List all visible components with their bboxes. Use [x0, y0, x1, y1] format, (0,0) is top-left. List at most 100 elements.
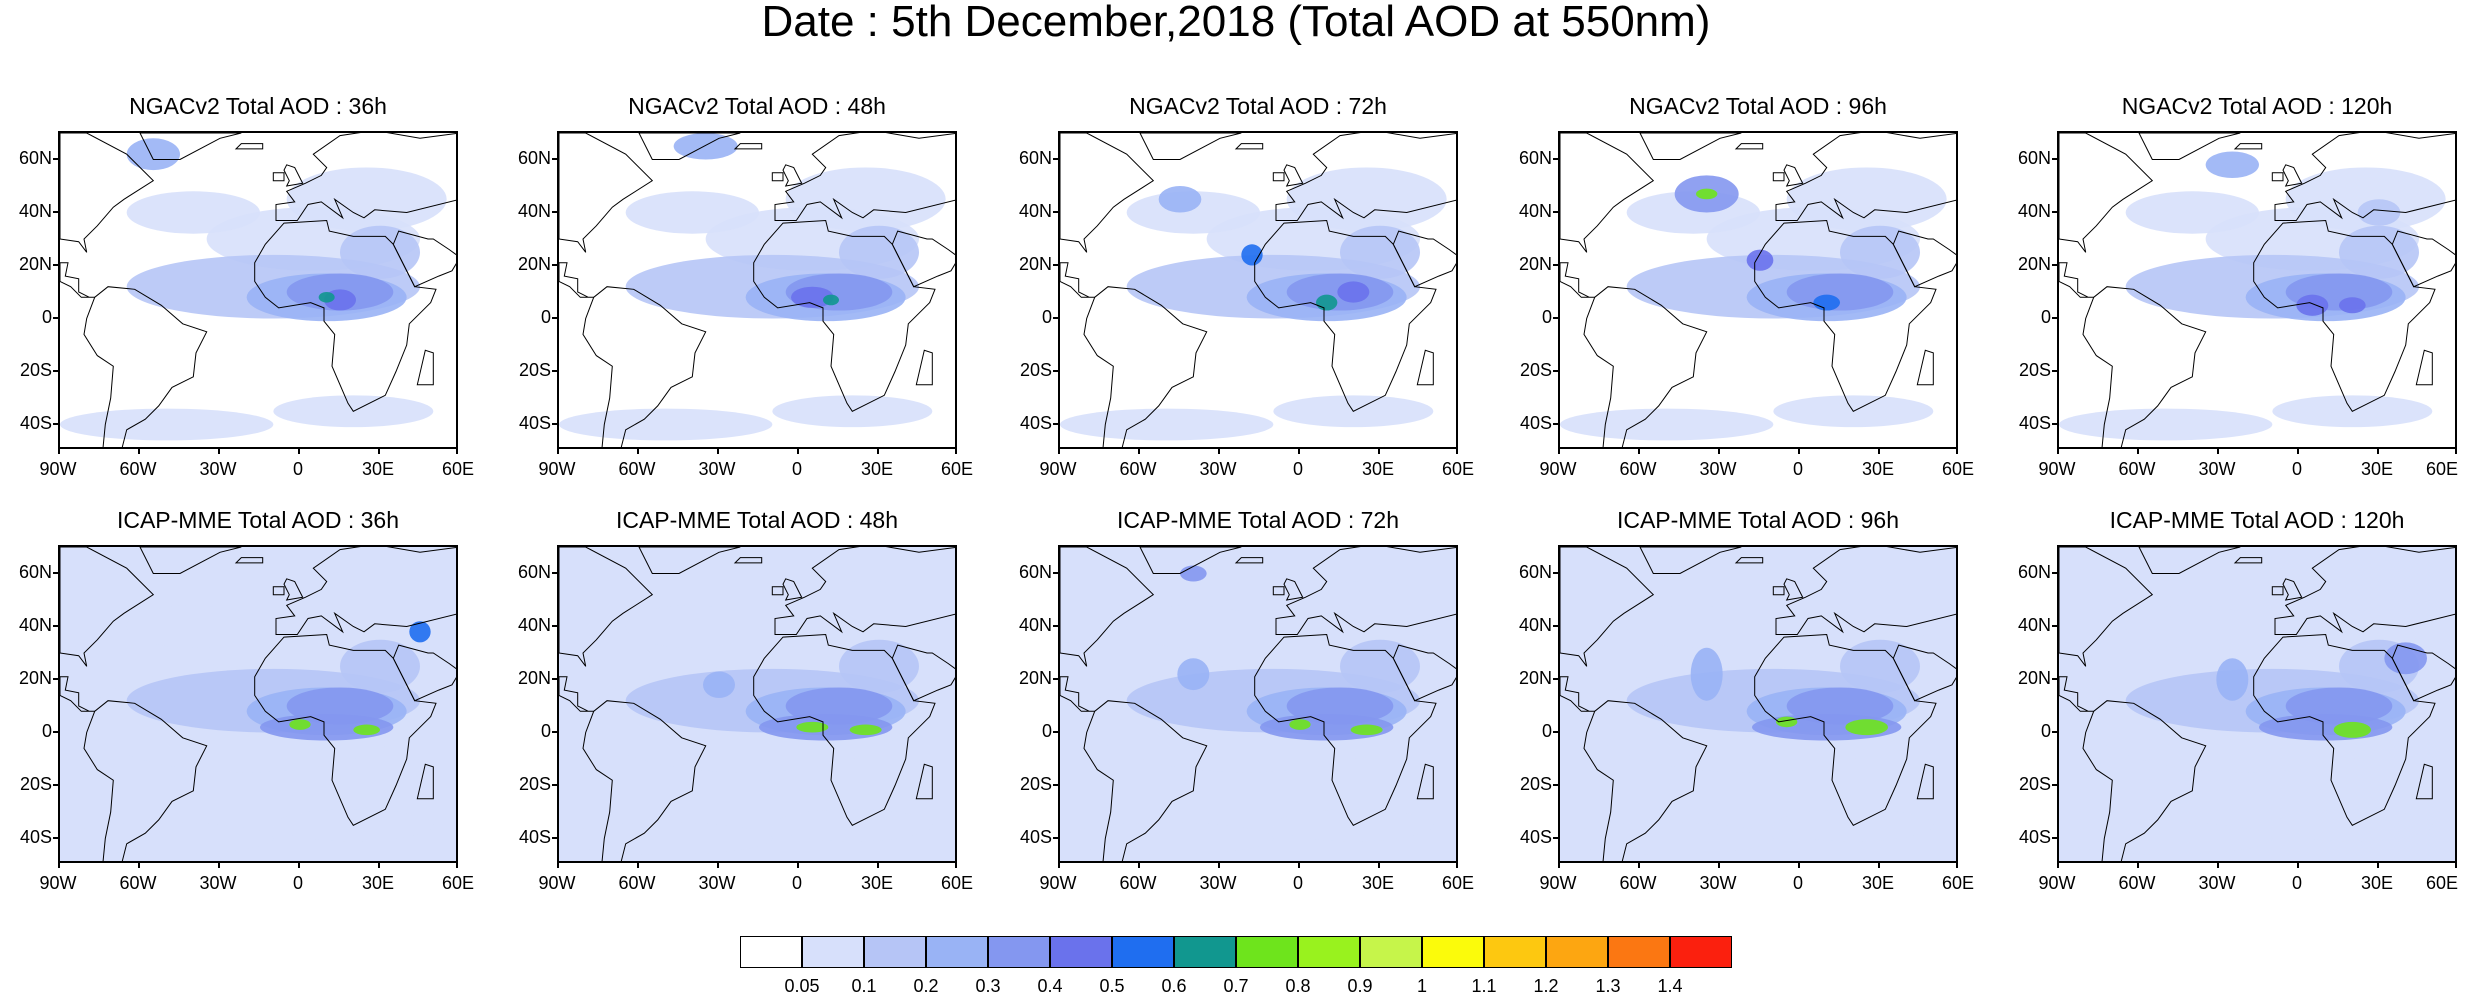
- lon-tick: [138, 449, 140, 454]
- lon-tick: [1558, 863, 1560, 868]
- lat-tick: [53, 369, 58, 372]
- lon-tick: [877, 449, 879, 454]
- lat-tick: [2052, 263, 2057, 266]
- colorbar-label: 0.2: [913, 976, 939, 996]
- coastline: [2282, 164, 2303, 187]
- aod-map-panel: [1058, 131, 1458, 449]
- coastline: [283, 164, 304, 187]
- coastline: [2282, 578, 2303, 601]
- lon-tick: [2057, 449, 2059, 454]
- lat-tick-label: 40N: [2017, 200, 2051, 221]
- lon-tick: [2455, 449, 2457, 454]
- coastline: [2253, 219, 2436, 412]
- aod-plume: [1560, 822, 1774, 855]
- aod-plume: [1845, 719, 1888, 736]
- coastline: [1275, 547, 1456, 635]
- lat-tick: [53, 316, 58, 319]
- coastline: [1754, 633, 1937, 826]
- colorbar-label: 1.2: [1533, 976, 1559, 996]
- aod-plume: [2339, 297, 2366, 314]
- lon-tick: [1558, 449, 1560, 454]
- coastline: [1583, 700, 1708, 861]
- coastline: [83, 700, 208, 861]
- lon-tick: [717, 863, 719, 868]
- lat-tick-label: 0: [2040, 720, 2051, 741]
- lat-tick: [2052, 730, 2057, 733]
- lat-tick-label: 40S: [19, 826, 52, 847]
- lon-tick: [1456, 449, 1458, 454]
- coastline: [83, 286, 208, 447]
- lat-tick: [2052, 677, 2057, 680]
- aod-map-svg: [1060, 133, 1456, 447]
- lon-tick-label: 30E: [2360, 873, 2394, 893]
- aod-plume: [1241, 244, 1263, 266]
- lat-tick-label: 20N: [517, 253, 551, 274]
- lon-tick-label: 0: [1292, 873, 1303, 893]
- coastline: [2138, 133, 2241, 160]
- lat-tick-label: 20N: [517, 667, 551, 688]
- lat-tick: [53, 730, 58, 733]
- lat-tick-label: 40S: [1519, 826, 1552, 847]
- lat-tick-label: 20N: [18, 667, 52, 688]
- coastline: [1083, 286, 1208, 447]
- lon-tick-label: 30E: [1361, 873, 1395, 893]
- lon-tick-label: 30W: [1699, 873, 1737, 893]
- lat-tick-label: 40N: [1518, 200, 1552, 221]
- lat-tick-label: 60N: [517, 147, 551, 168]
- lat-tick: [1053, 836, 1058, 839]
- lat-tick: [2052, 422, 2057, 425]
- coastline: [1060, 547, 1155, 667]
- coastline: [1772, 586, 1785, 596]
- main-title: Date : 5th December,2018 (Total AOD at 5…: [761, 0, 1711, 46]
- coastline: [234, 143, 264, 150]
- aod-field: [1060, 547, 1456, 861]
- lat-tick-label: 0: [1041, 306, 1052, 327]
- colorbar-label: 1: [1416, 976, 1427, 996]
- lat-tick-label: 60N: [517, 561, 551, 582]
- aod-field: [1560, 167, 1947, 441]
- lat-tick-label: 60N: [18, 147, 52, 168]
- lat-tick: [552, 730, 557, 733]
- lon-tick-label: 60E: [940, 873, 974, 893]
- lon-tick: [298, 449, 300, 454]
- coastlines: [1560, 133, 1956, 447]
- coastline: [559, 676, 594, 712]
- colorbar-swatch: [1422, 936, 1484, 968]
- coastline: [416, 763, 434, 800]
- lon-tick: [378, 863, 380, 868]
- aod-plume: [1060, 822, 1274, 855]
- coastline: [2233, 557, 2263, 564]
- aod-plume: [60, 822, 274, 855]
- aod-plume: [1786, 167, 1947, 232]
- aod-plume: [340, 225, 420, 279]
- lon-tick: [218, 449, 220, 454]
- aod-plume: [1126, 605, 1260, 648]
- colorbar-label: 0.4: [1037, 976, 1063, 996]
- aod-plume: [703, 671, 735, 699]
- lat-tick-label: 20S: [518, 773, 551, 794]
- lon-tick-label: 0: [292, 873, 303, 893]
- aod-field: [60, 547, 456, 861]
- lon-tick: [2137, 449, 2139, 454]
- coastline: [1272, 586, 1285, 596]
- coastlines: [60, 547, 456, 861]
- coastline: [2253, 633, 2436, 826]
- lat-tick-label: 40N: [18, 200, 52, 221]
- coastline: [915, 763, 933, 800]
- lat-tick: [2052, 210, 2057, 213]
- coastline: [1283, 164, 1304, 187]
- lat-tick-label: 40S: [1019, 412, 1052, 433]
- aod-plume: [318, 292, 335, 303]
- lat-tick: [552, 571, 557, 574]
- lon-tick: [1378, 863, 1380, 868]
- coastline: [1392, 644, 1456, 702]
- aod-plume: [2216, 658, 2249, 701]
- aod-field: [60, 138, 447, 441]
- lon-tick: [717, 449, 719, 454]
- lon-tick: [1638, 449, 1640, 454]
- aod-map-svg: [1060, 547, 1456, 861]
- colorbar-label: 0.1: [851, 976, 877, 996]
- lat-tick: [1053, 730, 1058, 733]
- coastline: [771, 586, 784, 596]
- coastline: [1639, 547, 1742, 574]
